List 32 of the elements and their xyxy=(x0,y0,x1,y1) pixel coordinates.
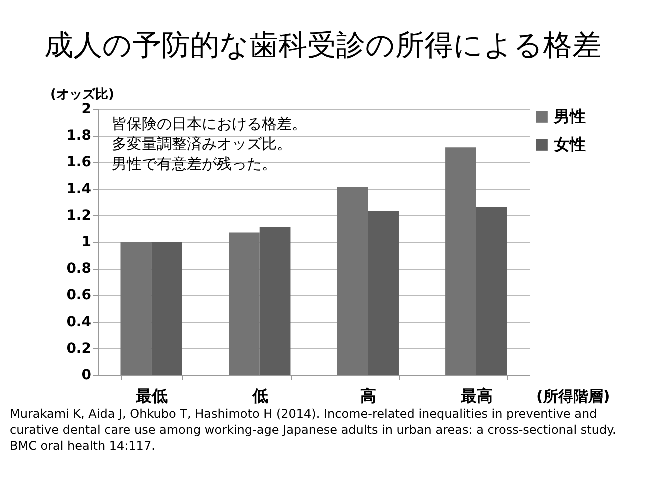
annotation: 皆保険の日本における格差。 xyxy=(112,115,307,133)
bar xyxy=(229,232,260,375)
y-tick-label: 1.4 xyxy=(66,181,92,198)
y-tick-label: 2 xyxy=(82,102,92,118)
y-tick-label: 0 xyxy=(82,368,92,384)
annotation: 多変量調整済みオッズ比。 xyxy=(112,135,292,153)
y-tick-label: 1.6 xyxy=(66,154,92,171)
x-tick-label: 高 xyxy=(360,386,377,406)
y-tick-label: 1.2 xyxy=(66,208,92,224)
x-axis-title: (所得階層) xyxy=(536,388,610,406)
chart-title: 成人の予防的な歯科受診の所得による格差 xyxy=(44,27,602,64)
x-tick-label: 最高 xyxy=(460,386,493,406)
legend-label: 女性 xyxy=(553,135,586,154)
y-tick-label: 1 xyxy=(82,234,92,250)
bar xyxy=(337,187,368,375)
legend-label: 男性 xyxy=(553,107,586,126)
y-tick-label: 0.6 xyxy=(66,288,92,304)
bar xyxy=(120,242,152,375)
x-tick-label: 低 xyxy=(251,386,268,406)
bar xyxy=(476,207,508,375)
bar xyxy=(446,148,476,375)
annotation: 男性で有意差が残った。 xyxy=(112,155,277,173)
bar xyxy=(152,242,182,375)
text: Murakami K, Aida J, Ohkubo T, Hashimoto H (2014). Income-related inequalities in preventive and curative dental care use among working-age Japanese adults in urban areas: a cross-sectional study. BMC oral health 14:117. xyxy=(10,406,618,454)
bar xyxy=(368,211,399,375)
bar xyxy=(260,227,291,375)
y-tick-label: 1.8 xyxy=(66,128,92,144)
x-tick-label: 最低 xyxy=(135,386,168,406)
y-tick-label: 0.8 xyxy=(66,261,92,278)
y-axis-title: (オッズ比) xyxy=(50,88,114,102)
y-tick-label: 0.4 xyxy=(66,314,92,330)
y-tick-label: 0.2 xyxy=(66,340,92,357)
